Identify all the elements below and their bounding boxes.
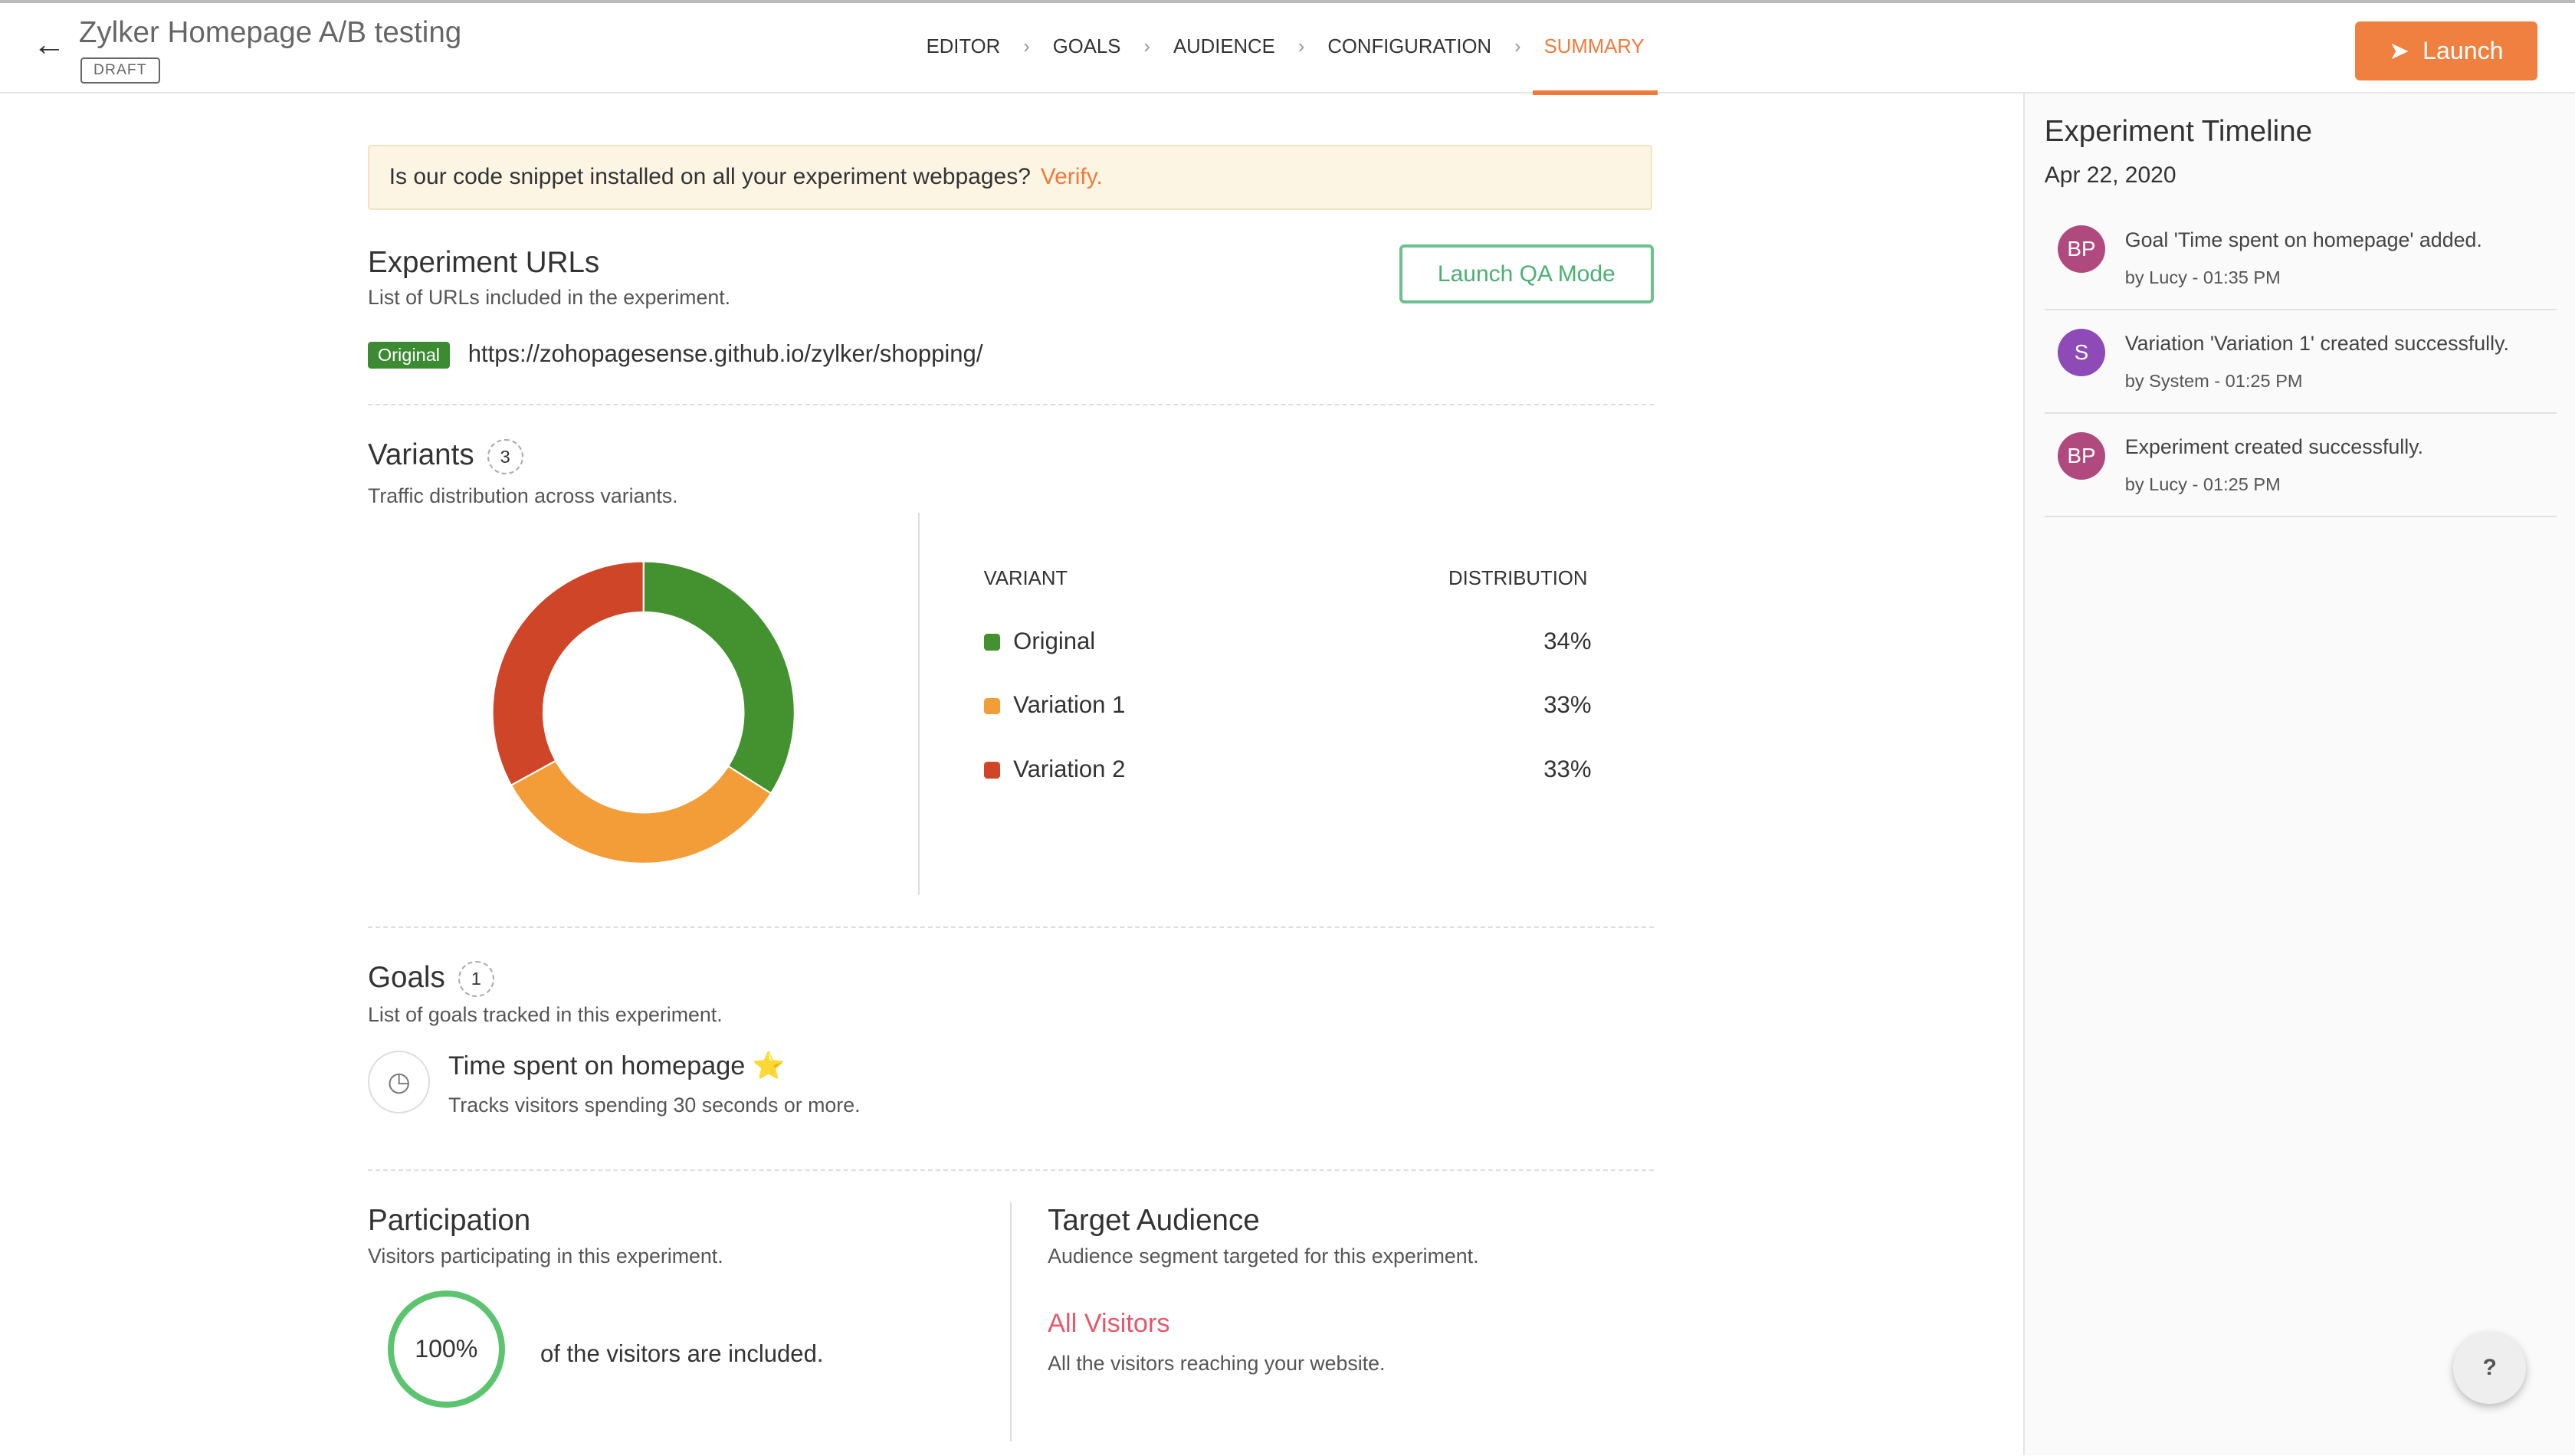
variants-title: Variants 3 <box>368 438 523 475</box>
goal-name: Time spent on homepage ⭐ <box>448 1051 786 1081</box>
audience-desc: All the visitors reaching your website. <box>1048 1351 1386 1375</box>
timeline-item: S Variation 'Variation 1' created success… <box>2044 309 2557 414</box>
timeline-panel: Experiment Timeline Apr 22, 2020 BP Goal … <box>2023 93 2575 1455</box>
step-audience[interactable]: AUDIENCE <box>1173 35 1275 57</box>
variant-name: Variation 1 <box>1013 691 1126 719</box>
chevron-right-icon: › <box>1297 35 1305 57</box>
clock-icon: ◷ <box>368 1051 431 1113</box>
participation-text: of the visitors are included. <box>540 1340 824 1367</box>
variant-pct: 33% <box>1543 691 1592 719</box>
verify-link[interactable]: Verify. <box>1040 164 1103 190</box>
timeline-text: Experiment created successfully. <box>2124 435 2424 458</box>
back-arrow-icon[interactable]: ← <box>32 26 66 63</box>
chevron-right-icon: › <box>1514 35 1521 57</box>
divider <box>368 926 1654 928</box>
variant-row: Original 34% <box>983 627 1592 655</box>
goals-label: Goals <box>368 960 445 994</box>
status-badge: DRAFT <box>80 57 160 84</box>
variant-row: Variation 2 33% <box>983 755 1592 783</box>
donut-slice <box>491 560 645 787</box>
step-summary[interactable]: SUMMARY <box>1532 35 1658 93</box>
banner-text: Is our code snippet installed on all you… <box>389 164 1031 190</box>
divider <box>368 404 1654 406</box>
timeline-item: BP Goal 'Time spent on homepage' added. by… <box>2044 205 2557 310</box>
step-configuration[interactable]: CONFIGURATION <box>1327 35 1492 57</box>
variant-name: Variation 2 <box>1013 755 1126 782</box>
avatar: S <box>2057 328 2106 376</box>
participation-ring: 100% <box>387 1290 505 1408</box>
variant-pct: 34% <box>1543 627 1592 654</box>
col-variant: VARIANT <box>983 568 1068 590</box>
goals-count: 1 <box>458 960 494 997</box>
top-bar: ← Zylker Homepage A/B testing DRAFT EDIT… <box>0 0 2575 94</box>
avatar: BP <box>2057 431 2106 480</box>
step-editor[interactable]: EDITOR <box>926 35 1001 57</box>
variant-name: Original <box>1013 627 1096 654</box>
participation-subtitle: Visitors participating in this experimen… <box>368 1244 723 1268</box>
send-icon: ➤ <box>2389 37 2410 65</box>
experiment-url[interactable]: https://zohopagesense.github.io/zylker/s… <box>467 339 983 367</box>
experiment-title: Zylker Homepage A/B testing <box>78 16 462 50</box>
chevron-right-icon: › <box>1143 35 1150 57</box>
urls-subtitle: List of URLs included in the experiment. <box>368 285 731 309</box>
variants-label: Variants <box>368 438 474 472</box>
launch-qa-button[interactable]: Launch QA Mode <box>1399 244 1654 304</box>
audience-subtitle: Audience segment targeted for this exper… <box>1048 1244 1479 1268</box>
variants-subtitle: Traffic distribution across variants. <box>368 484 678 508</box>
snippet-banner: Is our code snippet installed on all you… <box>368 144 1652 211</box>
timeline-meta: by Lucy - 01:35 PM <box>2124 267 2281 288</box>
variant-row: Variation 1 33% <box>983 691 1592 719</box>
timeline-meta: by System - 01:25 PM <box>2124 371 2303 392</box>
legend-swatch <box>983 697 1001 715</box>
divider <box>1009 1202 1012 1442</box>
audience-title: Target Audience <box>1048 1203 1260 1237</box>
launch-button[interactable]: ➤ Launch <box>2354 21 2537 80</box>
legend-swatch <box>983 762 1001 779</box>
goal-desc: Tracks visitors spending 30 seconds or m… <box>448 1094 861 1117</box>
timeline-date: Apr 22, 2020 <box>2044 162 2176 189</box>
step-nav: EDITOR › GOALS › AUDIENCE › CONFIGURATION › … <box>926 35 1668 93</box>
divider <box>368 1169 1654 1171</box>
help-button[interactable]: ? <box>2453 1331 2526 1405</box>
variants-count: 3 <box>487 438 523 475</box>
goals-subtitle: List of goals tracked in this experiment… <box>368 1003 723 1027</box>
timeline-meta: by Lucy - 01:25 PM <box>2124 474 2281 495</box>
step-goals[interactable]: GOALS <box>1052 35 1121 57</box>
col-distribution: DISTRIBUTION <box>1448 568 1588 590</box>
timeline-text: Variation 'Variation 1' created successf… <box>2124 331 2509 355</box>
chevron-right-icon: › <box>1023 35 1030 57</box>
urls-title: Experiment URLs <box>368 246 600 280</box>
participation-title: Participation <box>368 1203 531 1237</box>
timeline-text: Goal 'Time spent on homepage' added. <box>2124 228 2482 251</box>
divider <box>917 512 920 895</box>
avatar: BP <box>2057 225 2106 273</box>
timeline-item: BP Experiment created successfully. by Luc… <box>2044 412 2557 517</box>
goal-name-text: Time spent on homepage <box>448 1051 746 1081</box>
variant-donut-chart <box>491 560 796 865</box>
launch-label: Launch <box>2422 36 2504 64</box>
legend-swatch <box>983 634 1001 651</box>
audience-segment-link[interactable]: All Visitors <box>1048 1308 1170 1338</box>
original-badge: Original <box>368 341 450 369</box>
donut-slice <box>642 560 796 795</box>
variant-pct: 33% <box>1543 755 1592 782</box>
donut-slice <box>510 759 772 865</box>
goals-title: Goals 1 <box>368 961 494 997</box>
star-icon: ⭐ <box>752 1051 786 1081</box>
timeline-title: Experiment Timeline <box>2044 114 2313 148</box>
